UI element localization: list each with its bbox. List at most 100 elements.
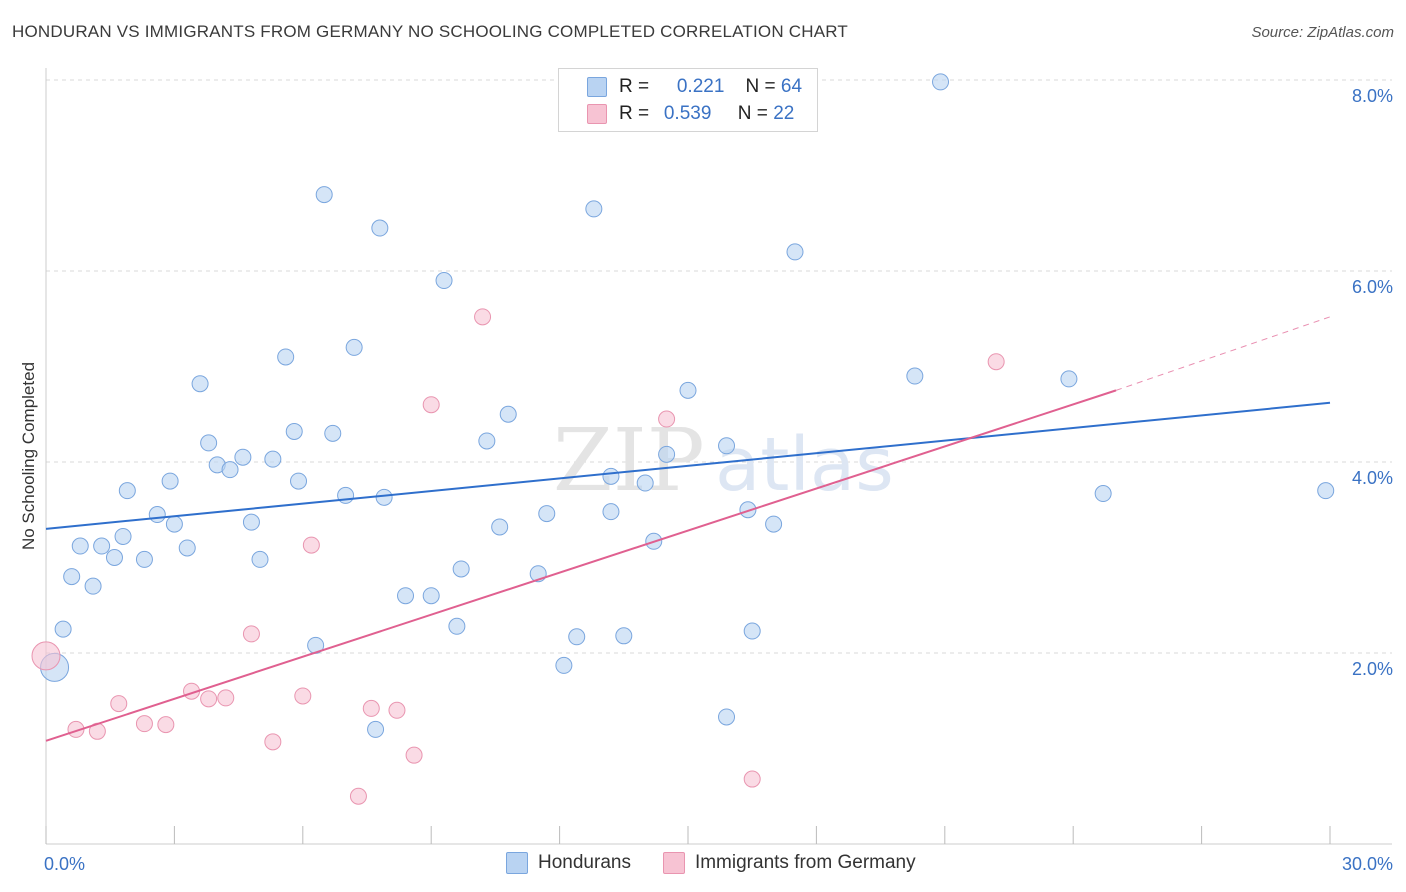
honduran-point xyxy=(234,448,252,466)
germany-point xyxy=(388,701,406,719)
honduran-point xyxy=(285,422,303,440)
germany-points xyxy=(31,308,1005,805)
honduran-point xyxy=(602,467,620,485)
honduran-point xyxy=(315,186,333,204)
legend-swatch-germany xyxy=(662,852,685,874)
axes xyxy=(45,68,1392,845)
honduran-point xyxy=(371,219,389,237)
honduran-point xyxy=(718,708,736,726)
germany-point xyxy=(200,690,218,708)
honduran-point xyxy=(337,486,355,504)
germany-point xyxy=(405,746,423,764)
x-tick-label: 0.0% xyxy=(44,854,85,874)
germany-point xyxy=(658,410,676,428)
germany-point xyxy=(302,536,320,554)
honduran-point xyxy=(242,513,260,531)
honduran-point xyxy=(290,472,308,490)
tick-labels: 2.0% 4.0% 6.0% 8.0% 0.0% 30.0% xyxy=(44,86,1393,874)
honduran-point xyxy=(906,367,924,385)
honduran-point xyxy=(84,577,102,595)
honduran-point xyxy=(251,550,269,568)
honduran-point xyxy=(435,272,453,290)
legend-swatch-hondurans xyxy=(506,852,528,874)
honduran-point xyxy=(105,549,123,566)
honduran-point xyxy=(452,560,470,578)
hondurans-points xyxy=(40,73,1335,738)
watermark-zip: ZIP xyxy=(553,411,705,511)
legend-swatch-hondurans xyxy=(587,77,607,97)
honduran-point xyxy=(448,617,466,635)
germany-point xyxy=(110,695,128,713)
honduran-point xyxy=(397,587,415,605)
germany-point xyxy=(743,770,761,788)
honduran-point xyxy=(63,568,81,586)
honduran-point xyxy=(743,622,761,640)
honduran-point xyxy=(786,243,804,261)
honduran-point xyxy=(277,348,295,366)
legend-r-label: R = xyxy=(619,103,650,124)
y-tick-label: 6.0% xyxy=(1352,277,1393,297)
honduran-point xyxy=(491,518,509,536)
series-legend: Hondurans Immigrants from Germany xyxy=(506,852,948,874)
x-tick-label: 30.0% xyxy=(1342,854,1393,874)
germany-point xyxy=(362,699,380,717)
germany-point xyxy=(349,787,367,805)
honduran-point xyxy=(1094,485,1112,503)
honduran-point xyxy=(375,488,393,506)
honduran-point xyxy=(499,405,517,423)
honduran-point xyxy=(165,515,183,533)
honduran-point xyxy=(264,450,282,468)
y-tick-label: 8.0% xyxy=(1352,86,1393,106)
legend-label-germany: Immigrants from Germany xyxy=(694,852,916,873)
legend-row-hondurans: R = 0.221 N = 64 xyxy=(587,75,802,99)
honduran-point xyxy=(93,537,111,555)
source-label: Source: ZipAtlas.com xyxy=(1251,24,1394,41)
correlation-legend: R = 0.221 N = 64 R = 0.539 N = 22 xyxy=(558,68,818,132)
y-tick-label: 2.0% xyxy=(1352,659,1393,679)
honduran-point xyxy=(114,527,132,545)
legend-swatch-germany xyxy=(587,104,607,124)
honduran-point xyxy=(585,200,603,218)
trend-lines xyxy=(45,316,1331,742)
honduran-point xyxy=(191,375,209,393)
germany-point xyxy=(135,715,153,733)
honduran-point xyxy=(765,515,783,533)
honduran-point xyxy=(568,628,586,646)
honduran-point xyxy=(135,550,153,568)
legend-n-value: 64 xyxy=(780,76,803,97)
watermark-atlas: atlas xyxy=(715,422,894,508)
legend-row-germany: R = 0.539 N = 22 xyxy=(587,102,794,126)
honduran-point xyxy=(200,434,218,452)
honduran-point xyxy=(679,381,697,399)
legend-item-hondurans: Hondurans xyxy=(506,852,631,874)
legend-r-value: 0.221 xyxy=(676,76,725,97)
honduran-point xyxy=(636,474,654,492)
watermark: ZIP atlas xyxy=(553,411,894,511)
honduran-point xyxy=(324,424,342,442)
hondurans-trend-line xyxy=(45,401,1331,530)
honduran-point xyxy=(739,501,757,519)
honduran-point xyxy=(718,437,736,455)
honduran-point xyxy=(615,627,633,645)
legend-n-value: 22 xyxy=(773,103,795,124)
legend-label-hondurans: Hondurans xyxy=(538,852,631,873)
legend-n-label: N = xyxy=(745,76,776,97)
chart-title: HONDURAN VS IMMIGRANTS FROM GERMANY NO S… xyxy=(12,22,848,41)
legend-n-label: N = xyxy=(737,103,768,124)
germany-point xyxy=(31,641,61,671)
honduran-point xyxy=(367,720,385,738)
honduran-point xyxy=(422,587,440,605)
legend-r-value: 0.539 xyxy=(663,103,712,124)
honduran-point xyxy=(478,432,496,450)
germany-point xyxy=(217,689,235,707)
germany-point xyxy=(242,625,260,643)
legend-r-label: R = xyxy=(619,76,650,97)
honduran-point xyxy=(555,656,573,674)
honduran-point xyxy=(221,461,239,479)
honduran-point xyxy=(161,472,179,490)
honduran-point xyxy=(932,73,950,91)
y-axis-label: No Schooling Completed xyxy=(19,362,38,550)
honduran-point xyxy=(658,445,676,463)
germany-point xyxy=(987,353,1005,371)
